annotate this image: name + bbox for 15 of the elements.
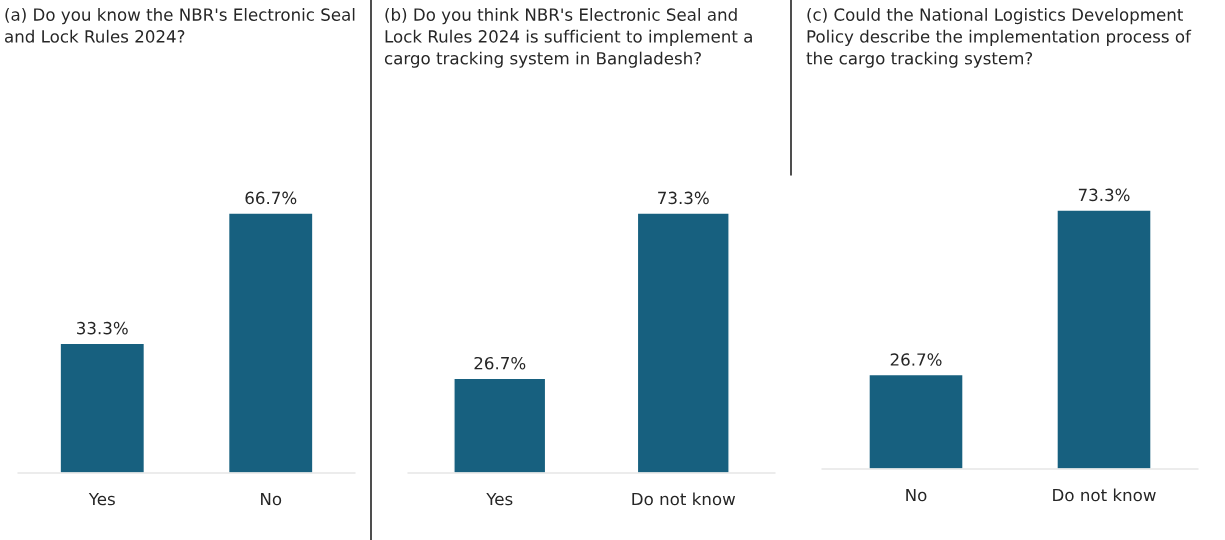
x-tick-label: Do not know bbox=[632, 492, 736, 506]
data-label: 26.7% bbox=[890, 353, 942, 366]
data-label: 26.7% bbox=[474, 356, 526, 370]
chart-title: (a) Do you know the NBR's Electronic Seal and Lock Rules 2024? bbox=[5, 8, 355, 43]
x-tick-label: No bbox=[261, 492, 282, 506]
data-label: 66.7% bbox=[245, 191, 297, 205]
chart-title: (c) Could the National Logistics Development Policy describe the implementation process of the cargo tracking system? bbox=[806, 8, 1192, 68]
x-tick-label: Do not know bbox=[1053, 488, 1156, 502]
data-label: 73.3% bbox=[658, 191, 709, 205]
data-label: 33.3% bbox=[77, 321, 128, 335]
x-tick-label: Yes bbox=[486, 492, 513, 506]
chart-title: (b) Do you think NBR's Electronic Seal and Lock Rules 2024 is sufficient to implement a cargo tracking system in Bangladesh? bbox=[384, 8, 752, 68]
x-tick-label: No bbox=[906, 488, 927, 502]
x-tick-label: Yes bbox=[88, 492, 115, 506]
data-label: 73.3% bbox=[1078, 188, 1130, 202]
